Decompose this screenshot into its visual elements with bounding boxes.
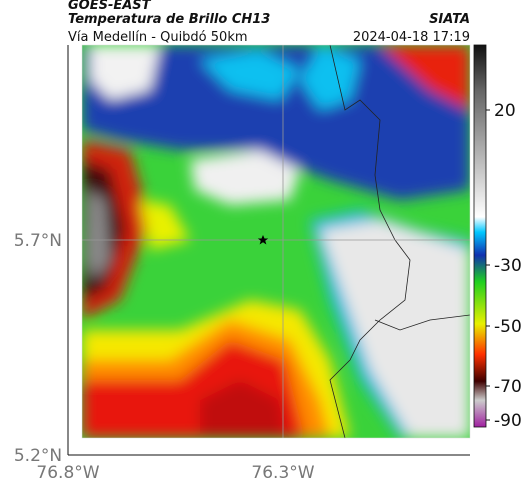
colorbar-tick-label: -70 [494,377,522,397]
colorbar-tick-label: -90 [494,411,522,431]
colorbar-ticks: 20 -30 -50 -70 -90 [486,101,522,431]
agency: SIATA [429,12,470,27]
title: Temperatura de Brillo CH13 [68,12,270,27]
colorbar-tick-label: -50 [494,317,522,337]
lat-label: 5.2°N [14,446,62,466]
subtitle: Vía Medellín - Quibdó 50km [68,30,248,45]
colorbar [473,44,487,428]
brightness-field [82,45,470,438]
lon-label: 76.8°W [36,463,99,483]
source: GOES-EAST [68,0,152,13]
lon-label: 76.3°W [251,463,314,483]
datetime: 2024-04-18 17:19 [353,30,470,45]
colorbar-tick-label: 20 [494,101,516,121]
colorbar-tick-label: -30 [494,256,522,276]
lat-label: 5.7°N [14,231,62,251]
